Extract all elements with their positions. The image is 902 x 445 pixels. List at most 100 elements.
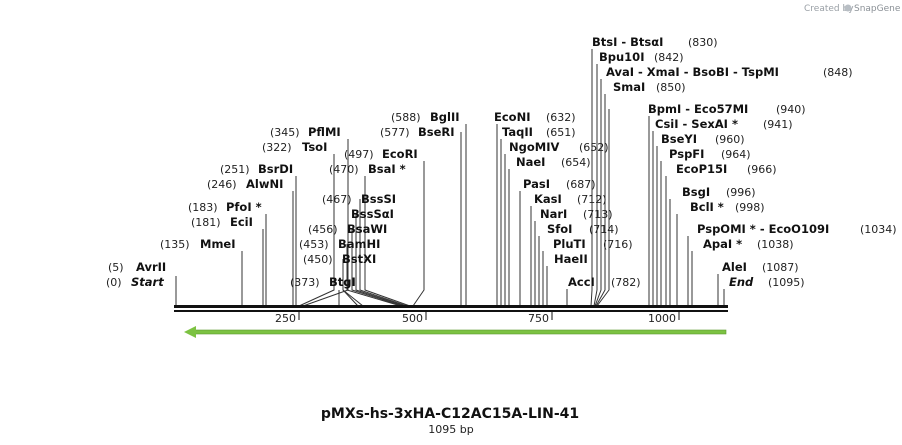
site-label: BglII [430, 110, 460, 124]
site-label: BssSI [361, 192, 396, 206]
site-label: EciI [230, 215, 253, 229]
site-position: (470) [329, 163, 359, 176]
credit-prefix: Created by [804, 4, 854, 14]
site-label: MmeI [200, 237, 236, 251]
site-label: BsrDI [258, 162, 293, 176]
tick-label: 750 [528, 312, 549, 325]
site-position: (183) [188, 201, 218, 214]
site-position: (652) [579, 141, 609, 154]
site-position: (135) [160, 238, 190, 251]
backbone-bottom-strand [174, 310, 728, 312]
site-label: EcoNI [494, 110, 530, 124]
orf-arrow-body [191, 329, 727, 335]
site-position: (577) [380, 126, 410, 139]
site-label: AvaI - XmaI - BsoBI - TspMI [606, 65, 779, 79]
site-position: (497) [344, 148, 374, 161]
site-label: TaqII [502, 125, 533, 139]
site-position: (1038) [757, 238, 794, 251]
plasmid-length: 1095 bp [428, 423, 473, 436]
site-label: NaeI [516, 155, 545, 169]
orf-feature-arrow [184, 326, 727, 338]
site-label: PfoI * [226, 200, 262, 214]
site-position: (251) [220, 163, 250, 176]
site-position: (456) [308, 223, 338, 236]
site-label: BclI * [690, 200, 724, 214]
site-position: (246) [207, 178, 237, 191]
site-position: (960) [715, 133, 745, 146]
arrow-left-icon [184, 326, 196, 338]
site-label: BsaWI [347, 222, 387, 236]
site-label: NarI [540, 207, 567, 221]
site-position: (322) [262, 141, 292, 154]
site-position: (830) [688, 36, 718, 49]
site-label: PflMI [308, 125, 341, 139]
site-position: (842) [654, 51, 684, 64]
site-label: BssSαI [351, 207, 394, 221]
site-label: EcoP15I [676, 162, 727, 176]
site-label: SmaI [613, 80, 645, 94]
site-position: (848) [823, 66, 853, 79]
tick-label: 250 [275, 312, 296, 325]
snapgene-logo-icon [844, 4, 852, 12]
site-position: (632) [546, 111, 576, 124]
site-position: (713) [583, 208, 613, 221]
site-label: SfoI [547, 222, 572, 236]
start-label: Start [131, 275, 164, 289]
site-label: NgoMIV [509, 140, 559, 154]
site-position: (716) [603, 238, 633, 251]
site-position: (966) [747, 163, 777, 176]
site-position: (654) [561, 156, 591, 169]
site-label: CsiI - SexAI * [655, 117, 738, 131]
site-label: BsgI [682, 185, 710, 199]
site-label: PspOMI * - EcoO109I [697, 222, 829, 236]
site-position: (850) [656, 81, 686, 94]
site-position: (181) [191, 216, 221, 229]
site-position: (712) [577, 193, 607, 206]
site-label: AccI [568, 275, 595, 289]
end-label: End [729, 275, 754, 289]
site-label: PasI [523, 177, 550, 191]
site-label: PluTI [553, 237, 586, 251]
site-label: BseRI [418, 125, 455, 139]
ruler: 250 500 750 1000 [275, 312, 680, 325]
credit-brand: SnapGene [854, 4, 901, 14]
site-label: BseYI [661, 132, 697, 146]
tick-label: 1000 [648, 312, 676, 325]
site-position: (998) [735, 201, 765, 214]
site-position: (941) [763, 118, 793, 131]
site-position: (345) [270, 126, 300, 139]
site-label: BpmI - Eco57MI [648, 102, 748, 116]
site-position: (964) [721, 148, 751, 161]
site-label: AlwNI [246, 177, 283, 191]
site-position: (5) [108, 261, 124, 274]
site-label: BamHI [338, 237, 380, 251]
leader-lines [175, 49, 725, 307]
site-label: BstXI [342, 252, 376, 266]
site-position: (714) [589, 223, 619, 236]
site-position: (1034) [860, 223, 897, 236]
site-position: (450) [303, 253, 333, 266]
site-position: (651) [546, 126, 576, 139]
snapgene-credit: Created by SnapGene [804, 4, 901, 14]
site-label: TsoI [302, 140, 327, 154]
site-label: ApaI * [703, 237, 742, 251]
site-label: KasI [534, 192, 562, 206]
backbone-top-strand [174, 305, 728, 308]
tick-label: 500 [402, 312, 423, 325]
site-label: HaeII [554, 252, 588, 266]
site-position: (588) [391, 111, 421, 124]
site-label: BsaI * [368, 162, 406, 176]
site-label: EcoRI [382, 147, 418, 161]
site-position: (687) [566, 178, 596, 191]
site-label: BtsI - BtsαI [592, 35, 663, 49]
sequence-backbone [174, 305, 728, 312]
site-label: Bpu10I [599, 50, 644, 64]
site-label: BtgI [329, 275, 356, 289]
site-labels: (5) AvrII (0) Start (135) MmeI (181) Eci… [106, 35, 897, 289]
site-position: (782) [611, 276, 641, 289]
site-label: AvrII [136, 260, 166, 274]
site-position: (0) [106, 276, 122, 289]
plasmid-name: pMXs-hs-3xHA-C12AC15A-LIN-41 [321, 406, 579, 422]
site-position: (1095) [768, 276, 805, 289]
